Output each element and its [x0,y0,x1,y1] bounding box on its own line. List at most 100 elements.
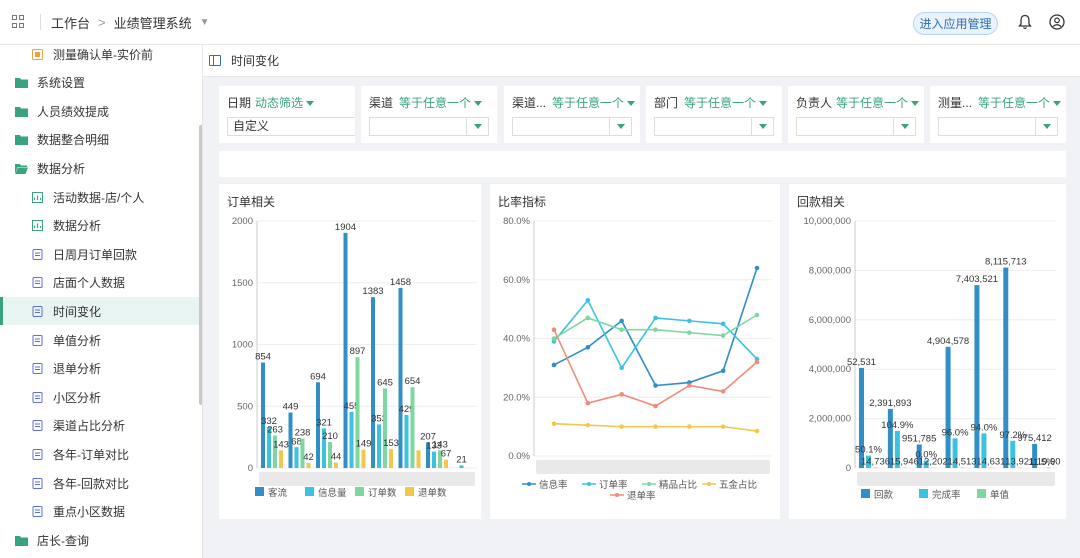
bar-2-1[interactable] [300,438,305,468]
bar-1-6[interactable] [432,451,436,468]
chevron-down-icon[interactable] [466,118,488,135]
sidebar-item-2[interactable]: 人员绩效提成 [0,97,200,125]
sidebar-item-4[interactable]: 数据分析 [0,154,200,182]
sidebar-item-17[interactable]: 店长-查询 [0,526,200,554]
point-1-4[interactable] [687,318,692,324]
filter-select[interactable] [654,117,774,136]
point-4-2[interactable] [619,392,624,397]
legend-item-1[interactable]: 完成率 [919,489,961,501]
sidebar-item-14[interactable]: 各年-订单对比 [0,440,200,468]
bar-0-5[interactable] [1003,267,1009,468]
point-1-2[interactable] [619,365,624,371]
chevron-down-icon[interactable] [893,118,915,135]
filter-select[interactable] [796,117,916,136]
point-2-2[interactable] [619,327,624,332]
point-3-5[interactable] [720,424,726,429]
sidebar-item-9[interactable]: 时间变化 [0,297,200,326]
legend-item-3[interactable]: 退单数 [405,487,447,499]
bar-0-6[interactable] [426,442,430,468]
sidebar-item-6[interactable]: 数据分析 [0,212,200,240]
bar-1-3[interactable] [349,411,354,468]
point-2-5[interactable] [720,333,726,338]
bar-0-2[interactable] [916,444,922,468]
point-3-1[interactable] [585,422,591,428]
point-4-1[interactable] [585,400,591,406]
enter-app-management-button[interactable]: 进入应用管理 [913,12,998,35]
point-0-3[interactable] [653,383,658,388]
point-4-4[interactable] [687,383,692,388]
filter-mode-dropdown[interactable]: 等于任意一个 [836,94,920,111]
point-3-6[interactable] [754,428,760,434]
legend-item-3[interactable]: 五金占比 [702,479,757,491]
breadcrumb-system[interactable]: 业绩管理系统 [113,15,192,31]
sidebar-item-1[interactable]: 系统设置 [0,69,200,97]
point-3-2[interactable] [619,424,624,429]
bar-0-6[interactable] [1032,443,1038,468]
point-2-3[interactable] [653,327,658,332]
legend-item-2[interactable]: 单值 [977,489,1010,501]
bar-0-2[interactable] [316,382,320,468]
bar-0-4[interactable] [371,297,375,468]
sidebar-item-12[interactable]: 小区分析 [0,383,200,411]
bar-3-2[interactable] [334,462,338,468]
bar-3-6[interactable] [444,459,448,468]
bar-1-7[interactable] [459,465,464,468]
point-3-4[interactable] [687,424,692,429]
bar-0-1[interactable] [288,412,293,468]
legend-item-4[interactable]: 退单率 [610,490,656,502]
legend-item-0[interactable]: 信息率 [522,479,568,491]
bar-0-4[interactable] [974,285,980,468]
chevron-down-icon[interactable] [1035,118,1057,135]
bar-3-0[interactable] [279,450,283,468]
bar-2-6[interactable] [438,450,442,468]
bar-3-1[interactable] [306,462,311,468]
sidebar-item-13[interactable]: 渠道占比分析 [0,412,200,440]
point-3-3[interactable] [653,424,658,429]
legend-item-1[interactable]: 信息量 [305,487,347,499]
legend-item-0[interactable]: 回款 [861,489,894,501]
user-icon[interactable] [1049,14,1065,30]
point-0-1[interactable] [585,345,591,350]
bar-0-1[interactable] [887,408,893,468]
bar-1-5[interactable] [1010,440,1016,468]
filter-select[interactable] [512,117,632,136]
bar-1-3[interactable] [952,438,958,468]
bar-1-4[interactable] [981,433,987,468]
panel-toggle-icon[interactable] [209,55,221,66]
bar-0-5[interactable] [398,287,403,468]
bar-1-0[interactable] [866,455,871,468]
filter-mode-dropdown[interactable]: 动态筛选 [255,94,315,111]
point-0-6[interactable] [754,265,760,271]
filter-mode-dropdown[interactable]: 等于任意一个 [552,94,636,111]
bar-1-1[interactable] [294,447,299,468]
bar-0-3[interactable] [945,346,951,468]
sidebar-item-7[interactable]: 日周月订单回款 [0,240,200,268]
point-0-2[interactable] [619,318,624,324]
point-4-5[interactable] [720,389,726,394]
filter-select[interactable] [938,117,1058,136]
sidebar-item-0[interactable]: 测量确认单-实价前 [0,45,200,68]
bar-0-0[interactable] [859,367,864,468]
filter-mode-dropdown[interactable]: 等于任意一个 [684,94,768,111]
point-4-0[interactable] [551,327,557,332]
bar-1-2[interactable] [923,460,929,468]
breadcrumb-workspace[interactable]: 工作台 [51,15,91,31]
bar-1-5[interactable] [404,415,409,468]
legend-item-1[interactable]: 订单率 [582,479,628,491]
sidebar-item-16[interactable]: 重点小区数据 [0,498,200,526]
point-2-6[interactable] [754,312,760,318]
point-3-0[interactable] [551,421,557,426]
date-range-input[interactable]: 自定义 [227,117,355,136]
bar-2-5[interactable] [410,387,415,468]
sidebar-item-11[interactable]: 退单分析 [0,355,200,383]
filter-mode-dropdown[interactable]: 等于任意一个 [978,94,1062,111]
bar-2-2[interactable] [328,442,332,468]
chevron-down-icon[interactable] [609,118,631,135]
bar-3-5[interactable] [416,450,421,468]
bell-icon[interactable] [1018,14,1032,30]
filter-select[interactable] [369,117,489,136]
bar-2-4[interactable] [383,388,387,468]
legend-item-0[interactable]: 客流 [255,487,288,499]
bar-2-0[interactable] [273,435,277,468]
bar-0-3[interactable] [343,232,348,468]
